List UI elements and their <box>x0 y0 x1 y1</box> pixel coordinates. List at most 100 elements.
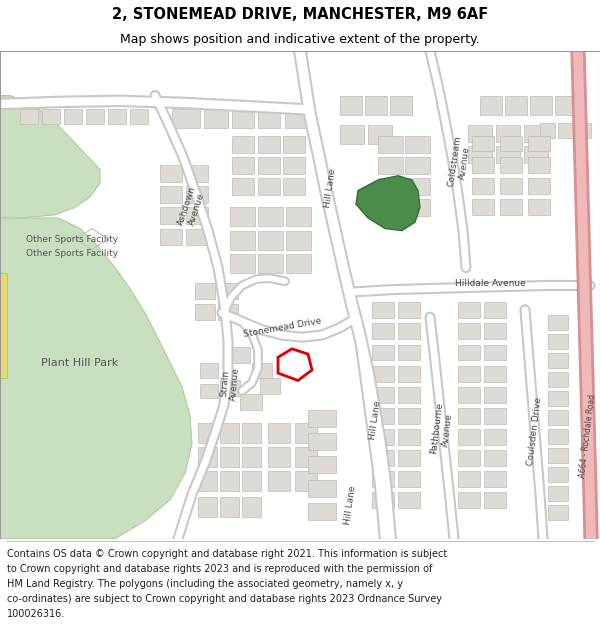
Text: Other Sports Facility: Other Sports Facility <box>26 234 118 244</box>
Polygon shape <box>372 344 394 361</box>
Polygon shape <box>340 125 364 144</box>
Polygon shape <box>472 136 494 151</box>
Polygon shape <box>86 109 104 124</box>
Polygon shape <box>195 304 215 321</box>
Polygon shape <box>372 450 394 466</box>
Polygon shape <box>242 422 261 442</box>
Polygon shape <box>198 447 217 467</box>
Polygon shape <box>458 366 480 381</box>
Polygon shape <box>186 165 208 182</box>
Polygon shape <box>220 422 239 442</box>
Polygon shape <box>308 503 336 520</box>
Polygon shape <box>230 231 255 249</box>
Polygon shape <box>186 186 208 203</box>
Text: 100026316.: 100026316. <box>7 609 65 619</box>
Polygon shape <box>390 96 412 114</box>
Polygon shape <box>0 273 7 378</box>
Text: Strain
Avenue: Strain Avenue <box>219 366 241 401</box>
Polygon shape <box>528 157 550 172</box>
Polygon shape <box>484 387 506 402</box>
Text: to Crown copyright and database rights 2023 and is reproduced with the permissio: to Crown copyright and database rights 2… <box>7 564 433 574</box>
Polygon shape <box>458 387 480 402</box>
Polygon shape <box>160 165 182 182</box>
Polygon shape <box>500 136 522 151</box>
Polygon shape <box>472 199 494 215</box>
Polygon shape <box>458 324 480 339</box>
Polygon shape <box>172 109 200 128</box>
Polygon shape <box>472 178 494 194</box>
Text: Hilldale Avenue: Hilldale Avenue <box>455 279 526 288</box>
Polygon shape <box>260 378 280 394</box>
Polygon shape <box>372 471 394 487</box>
Polygon shape <box>484 429 506 445</box>
Polygon shape <box>258 157 280 174</box>
Text: Plant Hill Park: Plant Hill Park <box>41 357 119 367</box>
Polygon shape <box>0 96 100 220</box>
Polygon shape <box>458 302 480 318</box>
Polygon shape <box>286 208 311 226</box>
Polygon shape <box>530 96 552 114</box>
Text: Contains OS data © Crown copyright and database right 2021. This information is : Contains OS data © Crown copyright and d… <box>7 549 448 559</box>
Polygon shape <box>500 178 522 194</box>
Polygon shape <box>484 492 506 508</box>
Polygon shape <box>283 178 305 195</box>
Polygon shape <box>258 231 283 249</box>
Text: Map shows position and indicative extent of the property.: Map shows position and indicative extent… <box>120 34 480 46</box>
Polygon shape <box>200 362 218 378</box>
Polygon shape <box>528 178 550 194</box>
Polygon shape <box>372 492 394 508</box>
Polygon shape <box>220 496 239 517</box>
Polygon shape <box>198 422 217 442</box>
Polygon shape <box>218 304 238 321</box>
Polygon shape <box>398 302 420 318</box>
Text: Stonemead Drive: Stonemead Drive <box>242 316 322 339</box>
Polygon shape <box>258 178 280 195</box>
Polygon shape <box>468 125 492 142</box>
Polygon shape <box>268 471 290 491</box>
Polygon shape <box>308 433 336 450</box>
Polygon shape <box>528 136 550 151</box>
Polygon shape <box>220 381 240 396</box>
Polygon shape <box>20 109 38 124</box>
Polygon shape <box>555 96 577 114</box>
Polygon shape <box>458 344 480 361</box>
Polygon shape <box>242 447 261 467</box>
Polygon shape <box>378 178 403 195</box>
Polygon shape <box>484 324 506 339</box>
Polygon shape <box>252 362 272 378</box>
Polygon shape <box>540 123 555 138</box>
Polygon shape <box>405 178 430 195</box>
Polygon shape <box>356 176 420 231</box>
Polygon shape <box>368 125 392 144</box>
Polygon shape <box>378 136 403 152</box>
Polygon shape <box>484 366 506 381</box>
Polygon shape <box>160 229 182 246</box>
Polygon shape <box>458 450 480 466</box>
Text: Coldstream
Avenue: Coldstream Avenue <box>447 135 473 189</box>
Polygon shape <box>295 422 317 442</box>
Polygon shape <box>232 109 254 128</box>
Text: Hill Lane: Hill Lane <box>343 485 357 525</box>
Polygon shape <box>480 96 502 114</box>
Polygon shape <box>372 429 394 445</box>
Polygon shape <box>230 208 255 226</box>
Polygon shape <box>372 366 394 381</box>
Polygon shape <box>130 109 148 124</box>
Text: Hill Lane: Hill Lane <box>323 168 337 209</box>
Polygon shape <box>405 157 430 174</box>
Polygon shape <box>195 283 215 299</box>
Polygon shape <box>268 447 290 467</box>
Text: co-ordinates) are subject to Crown copyright and database rights 2023 Ordnance S: co-ordinates) are subject to Crown copyr… <box>7 594 442 604</box>
Polygon shape <box>548 315 568 330</box>
Polygon shape <box>548 486 568 501</box>
Polygon shape <box>220 447 239 467</box>
Polygon shape <box>258 254 283 273</box>
Polygon shape <box>242 496 261 517</box>
Polygon shape <box>160 186 182 203</box>
Polygon shape <box>576 123 591 138</box>
Polygon shape <box>458 429 480 445</box>
Polygon shape <box>295 447 317 467</box>
Polygon shape <box>232 347 250 362</box>
Polygon shape <box>285 109 307 128</box>
Polygon shape <box>340 96 362 114</box>
